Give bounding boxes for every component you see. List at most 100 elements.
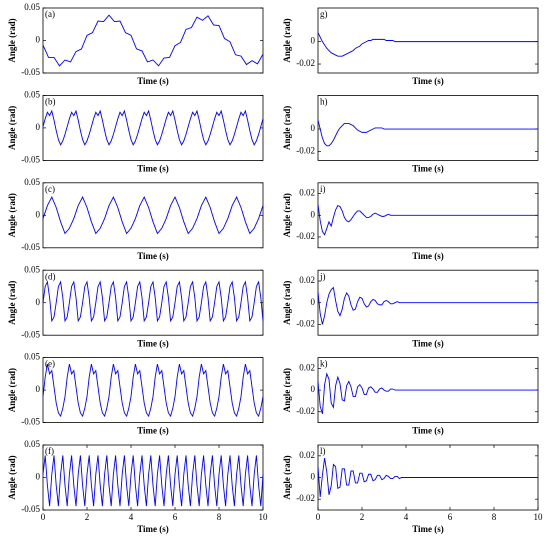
plot-frame	[42, 269, 264, 336]
panel-label: (a)	[45, 9, 55, 19]
signal-line	[317, 32, 538, 57]
y-tick-label: 0	[311, 209, 316, 219]
y-tick-label: 0	[311, 123, 316, 133]
x-tick-label: 6	[173, 512, 178, 522]
y-tick-label: -0.02	[296, 231, 315, 241]
x-tick-label: 4	[129, 512, 134, 522]
signal-line	[317, 372, 538, 415]
y-axis-label: Angle (rad)	[282, 368, 292, 412]
y-axis-label: Angle (rad)	[7, 281, 17, 325]
y-axis-label: Angle (rad)	[282, 193, 292, 237]
plot-frame	[317, 95, 539, 161]
panel-label: j)	[319, 271, 326, 281]
panel-label: l)	[320, 446, 326, 456]
y-tick-label: 0.02	[299, 188, 315, 198]
y-tick-label: 0	[311, 297, 316, 307]
x-axis-label: Time (s)	[137, 426, 169, 436]
x-tick-label: 6	[448, 512, 453, 522]
y-tick-label: 0.02	[299, 275, 315, 285]
x-axis-label: Time (s)	[412, 524, 444, 534]
y-tick-label: -0.02	[296, 58, 315, 68]
signal-line	[317, 457, 538, 498]
y-tick-label: -0.05	[21, 329, 40, 339]
panel-label: g)	[320, 9, 328, 19]
y-tick-label: -0.05	[21, 504, 40, 514]
signal-line	[42, 364, 264, 418]
y-axis-label: Angle (rad)	[282, 455, 292, 499]
y-tick-label: 0.05	[24, 89, 40, 99]
panel-label: (d)	[45, 271, 56, 281]
x-tick-label: 0	[316, 512, 321, 522]
y-tick-label: -0.05	[21, 417, 40, 427]
x-tick-label: 8	[217, 512, 222, 522]
x-axis-label: Time (s)	[137, 163, 169, 173]
plot-frame	[317, 7, 539, 74]
panel-label: (b)	[45, 96, 56, 106]
x-axis-label: Time (s)	[412, 251, 444, 261]
y-tick-label: 0	[36, 297, 41, 307]
y-axis-label: Angle (rad)	[282, 281, 292, 325]
y-tick-label: 0.05	[24, 439, 40, 449]
y-tick-label: 0	[36, 384, 41, 394]
panel-label: k)	[320, 359, 328, 369]
y-tick-label: -0.05	[21, 242, 40, 252]
panel-label: (c)	[45, 184, 55, 194]
y-tick-label: -0.02	[296, 493, 315, 503]
signal-line	[42, 196, 264, 235]
x-axis-label: Time (s)	[412, 426, 444, 436]
signal-line	[317, 119, 538, 147]
x-tick-label: 10	[534, 512, 544, 522]
x-tick-label: 4	[404, 512, 409, 522]
x-axis-label: Time (s)	[412, 76, 444, 86]
y-tick-label: 0	[36, 209, 41, 219]
panel-label: i)	[320, 184, 326, 194]
x-tick-label: 8	[492, 512, 497, 522]
y-tick-label: 0	[311, 472, 316, 482]
y-tick-label: 0	[36, 122, 41, 132]
x-tick-label: 10	[259, 512, 269, 522]
x-axis-label: Time (s)	[137, 524, 169, 534]
signal-line	[317, 286, 538, 325]
y-axis-label: Angle (rad)	[7, 455, 17, 499]
y-tick-label: 0	[311, 36, 316, 46]
panel-label: (f)	[45, 446, 54, 456]
y-tick-label: 0	[36, 35, 41, 45]
y-tick-label: -0.05	[21, 67, 40, 77]
y-tick-label: -0.02	[296, 145, 315, 155]
signal-line	[317, 204, 538, 236]
x-axis-label: Time (s)	[412, 338, 444, 348]
y-tick-label: 0.05	[24, 264, 40, 274]
y-tick-label: 0	[311, 384, 316, 394]
y-tick-label: 0.02	[299, 362, 315, 372]
x-axis-label: Time (s)	[412, 163, 444, 173]
y-axis-label: Angle (rad)	[7, 193, 17, 237]
y-axis-label: Angle (rad)	[7, 106, 17, 150]
x-axis-label: Time (s)	[137, 251, 169, 261]
signal-line	[42, 109, 264, 146]
y-tick-label: -0.05	[21, 154, 40, 164]
y-axis-label: Angle (rad)	[282, 106, 292, 150]
y-tick-label: 0	[36, 472, 41, 482]
plot-frame	[42, 95, 264, 161]
y-axis-label: Angle (rad)	[282, 18, 292, 62]
signal-line	[42, 455, 264, 507]
x-axis-label: Time (s)	[137, 338, 169, 348]
panel-label: (e)	[45, 359, 55, 369]
x-tick-label: 2	[85, 512, 90, 522]
signal-line	[42, 280, 264, 323]
y-tick-label: 0.05	[24, 177, 40, 187]
y-tick-label: 0.02	[299, 450, 315, 460]
x-tick-label: 2	[360, 512, 365, 522]
plot-frame	[42, 182, 264, 249]
y-tick-label: -0.02	[296, 406, 315, 416]
y-tick-label: 0.05	[24, 2, 40, 12]
panel-label: h)	[320, 96, 328, 106]
x-axis-label: Time (s)	[137, 76, 169, 86]
y-tick-label: 0.05	[24, 352, 40, 362]
x-tick-label: 0	[41, 512, 46, 522]
y-axis-label: Angle (rad)	[7, 18, 17, 62]
signal-line	[42, 14, 264, 67]
y-tick-label: -0.02	[296, 318, 315, 328]
plot-frame	[42, 7, 264, 74]
